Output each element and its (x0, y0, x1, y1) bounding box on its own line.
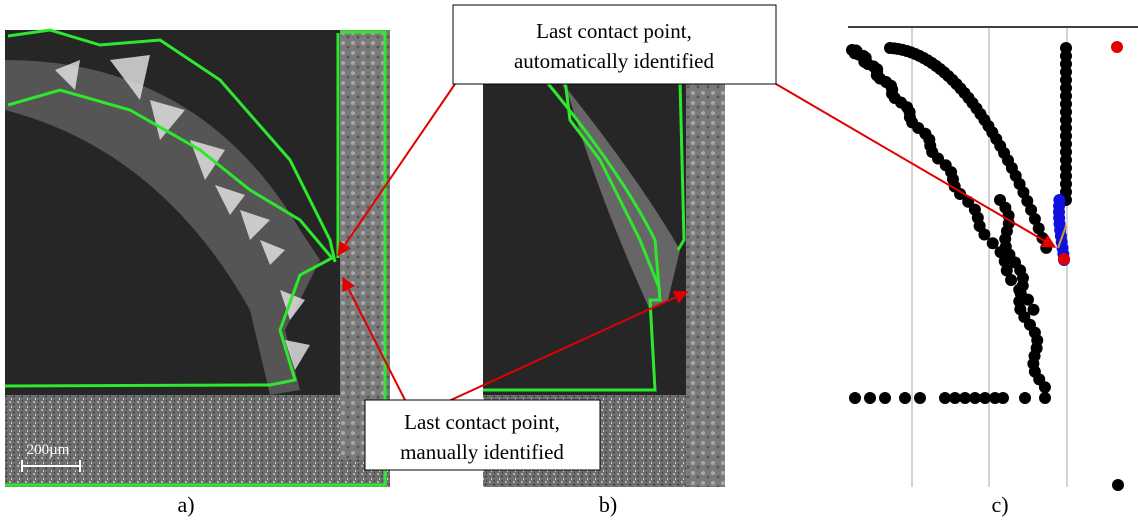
panel-c-plot (846, 27, 1138, 491)
plot-dot (1112, 479, 1124, 491)
plot-dot (849, 392, 861, 404)
panel-label: b) (599, 492, 617, 517)
plot-dot (879, 392, 891, 404)
callout-text: automatically identified (514, 49, 715, 73)
callout-text: manually identified (400, 440, 564, 464)
plot-dot (864, 392, 876, 404)
plot-dot (978, 229, 990, 241)
plot-dot (914, 392, 926, 404)
plot-dot (1039, 381, 1051, 393)
plot-dot (1019, 392, 1031, 404)
plot-dot (997, 392, 1009, 404)
plot-dot (1039, 392, 1051, 404)
panel-label: c) (991, 492, 1008, 517)
page: 200µm Last contact point, automatically … (0, 0, 1138, 521)
plot-dot (1005, 274, 1017, 286)
scale-label: 200µm (27, 442, 70, 458)
callout: Last contact point, automatically identi… (453, 5, 776, 84)
panel-a-image: 200µm (5, 30, 390, 487)
panel-label: a) (177, 492, 194, 517)
callout-text: Last contact point, (404, 410, 560, 434)
callout-text: Last contact point, (536, 19, 692, 43)
callout: Last contact point, manually identified (365, 400, 600, 470)
plot-dot (899, 392, 911, 404)
figure: 200µm Last contact point, automatically … (0, 0, 1138, 521)
